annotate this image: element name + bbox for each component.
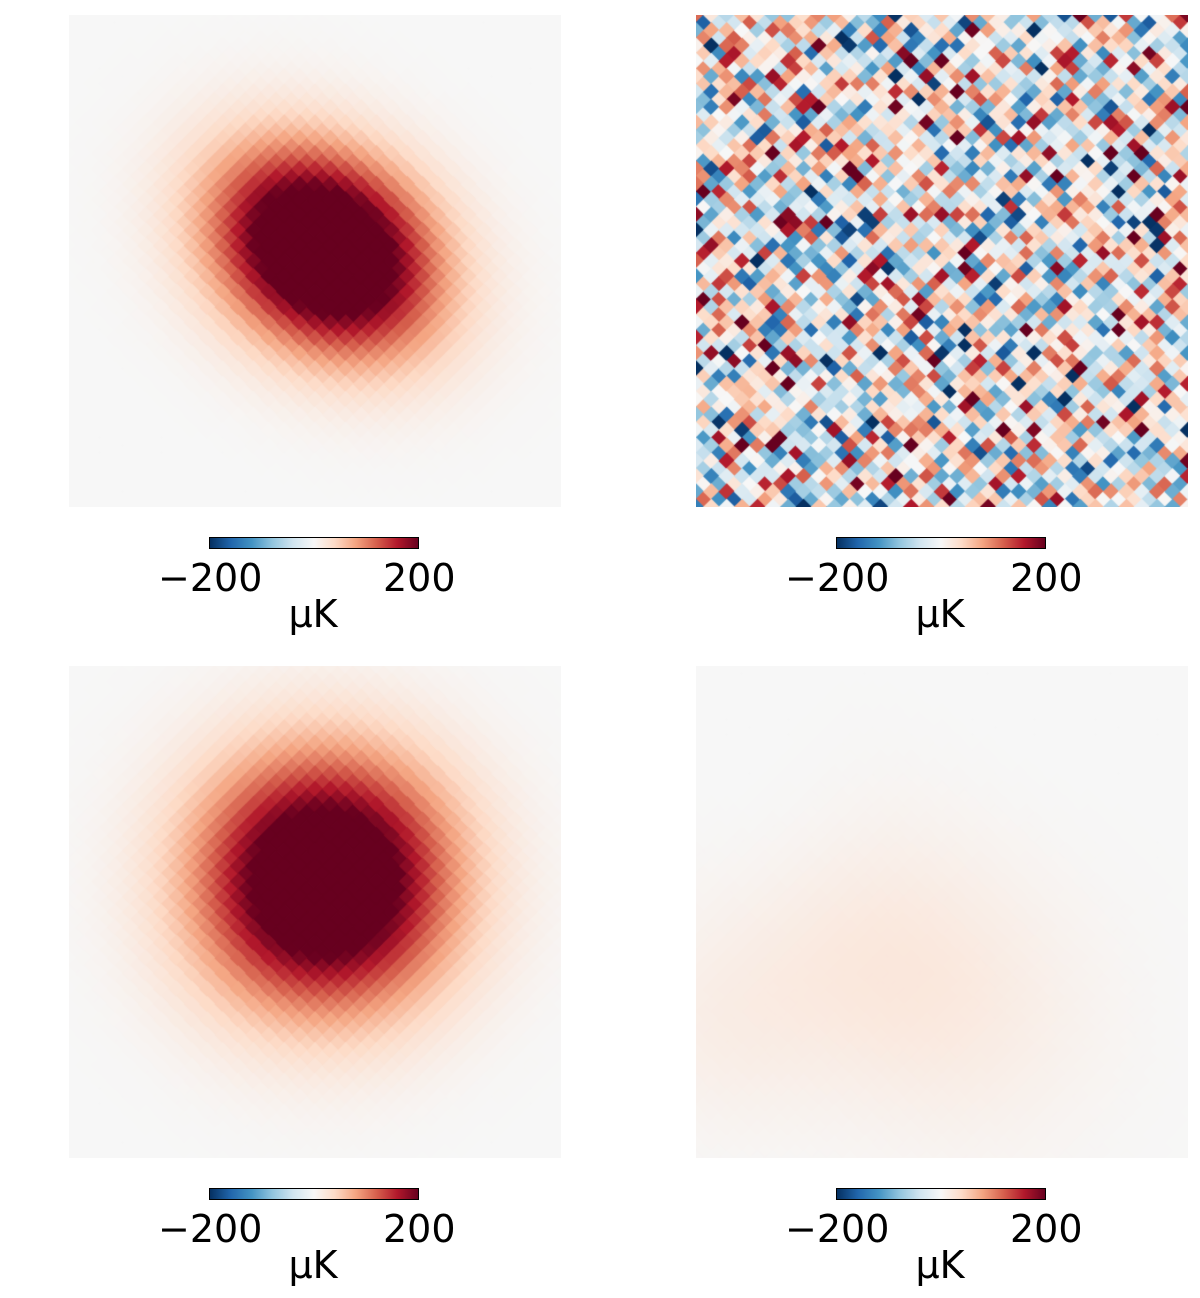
colorbar-max-label-1: 200 bbox=[383, 556, 456, 600]
colorbar-min-label-2: −200 bbox=[785, 556, 890, 600]
heatmap-panel-2 bbox=[696, 15, 1188, 507]
heatmap-canvas-3 bbox=[69, 666, 561, 1158]
heatmap-canvas-2 bbox=[696, 15, 1188, 507]
heatmap-panel-4 bbox=[696, 666, 1188, 1158]
colorbar-unit-label-3: μK bbox=[288, 1243, 338, 1287]
colorbar-gradient-4 bbox=[836, 1188, 1046, 1200]
colorbar-gradient-3 bbox=[209, 1188, 419, 1200]
colorbar-1: −200 200 μK bbox=[148, 537, 456, 647]
heatmap-canvas-1 bbox=[69, 15, 561, 507]
colorbar-max-label-3: 200 bbox=[383, 1207, 456, 1251]
colorbar-max-label-4: 200 bbox=[1010, 1207, 1083, 1251]
colorbar-gradient-1 bbox=[209, 537, 419, 549]
heatmap-canvas-4 bbox=[696, 666, 1188, 1158]
colorbar-min-label-3: −200 bbox=[158, 1207, 263, 1251]
colorbar-max-label-2: 200 bbox=[1010, 556, 1083, 600]
colorbar-min-label-1: −200 bbox=[158, 556, 263, 600]
colorbar-unit-label-2: μK bbox=[915, 592, 965, 636]
colorbar-unit-label-4: μK bbox=[915, 1243, 965, 1287]
heatmap-panel-1 bbox=[69, 15, 561, 507]
heatmap-panel-3 bbox=[69, 666, 561, 1158]
colorbar-2: −200 200 μK bbox=[775, 537, 1083, 647]
colorbar-4: −200 200 μK bbox=[775, 1188, 1083, 1298]
colorbar-3: −200 200 μK bbox=[148, 1188, 456, 1298]
colorbar-gradient-2 bbox=[836, 537, 1046, 549]
colorbar-unit-label-1: μK bbox=[288, 592, 338, 636]
colorbar-min-label-4: −200 bbox=[785, 1207, 890, 1251]
